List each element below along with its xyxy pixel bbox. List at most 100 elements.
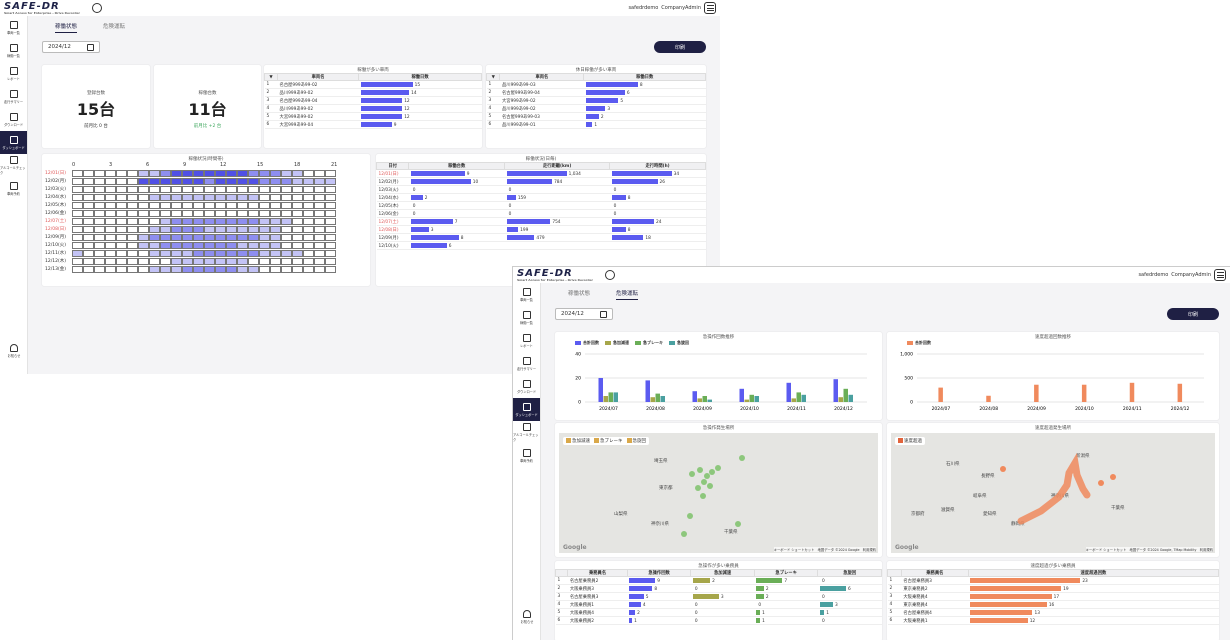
heatmap-cell[interactable] — [204, 169, 215, 177]
heatmap-cell[interactable] — [270, 225, 281, 233]
heatmap-cell[interactable] — [204, 209, 215, 217]
col-header[interactable]: 急加減速 — [690, 569, 755, 577]
bar-0[interactable] — [1177, 383, 1183, 402]
heatmap-cell[interactable] — [138, 217, 149, 225]
heatmap-cell[interactable] — [281, 241, 292, 249]
bar-2[interactable] — [843, 388, 849, 402]
heatmap-cell[interactable] — [259, 265, 270, 273]
heatmap-cell[interactable] — [105, 201, 116, 209]
heatmap-cell[interactable] — [215, 209, 226, 217]
heatmap-cell[interactable] — [270, 169, 281, 177]
heatmap-cell[interactable] — [248, 209, 259, 217]
heatmap-cell[interactable] — [116, 217, 127, 225]
calendar-icon[interactable] — [600, 310, 607, 318]
heatmap-cell[interactable] — [160, 209, 171, 217]
table-row[interactable]: 4 品川999あ99-02 3 — [486, 104, 706, 113]
heatmap-cell[interactable] — [281, 249, 292, 257]
heatmap-cell[interactable] — [94, 217, 105, 225]
heatmap-cell[interactable] — [292, 257, 303, 265]
heatmap-cell[interactable] — [138, 265, 149, 273]
heatmap-cell[interactable] — [160, 169, 171, 177]
heatmap-cell[interactable] — [303, 193, 314, 201]
heatmap-cell[interactable] — [83, 225, 94, 233]
heatmap-cell[interactable] — [116, 209, 127, 217]
bar-3[interactable] — [613, 392, 619, 402]
table-row[interactable]: 12/04(水) 2 159 8 — [376, 193, 706, 202]
table-row[interactable]: 5 大宮999あ99-02 12 — [264, 112, 482, 121]
heatmap-cell[interactable] — [83, 217, 94, 225]
heatmap-cell[interactable] — [292, 185, 303, 193]
bar-0[interactable] — [986, 395, 991, 402]
heatmap-cell[interactable] — [259, 217, 270, 225]
bar-1[interactable] — [697, 398, 703, 402]
heatmap-cell[interactable] — [105, 169, 116, 177]
heatmap-cell[interactable] — [127, 249, 138, 257]
heatmap-cell[interactable] — [160, 177, 171, 185]
heatmap-cell[interactable] — [160, 257, 171, 265]
heatmap-cell[interactable] — [259, 177, 270, 185]
heatmap-cell[interactable] — [204, 265, 215, 273]
heatmap-cell[interactable] — [149, 185, 160, 193]
refresh-icon[interactable] — [92, 3, 102, 13]
bar-0[interactable] — [1034, 384, 1039, 402]
heatmap-cell[interactable] — [325, 177, 336, 185]
heatmap-cell[interactable] — [171, 233, 182, 241]
heatmap-cell[interactable] — [314, 185, 325, 193]
heatmap-cell[interactable] — [182, 201, 193, 209]
heatmap-cell[interactable] — [226, 177, 237, 185]
heatmap-cell[interactable] — [149, 209, 160, 217]
heatmap-cell[interactable] — [83, 169, 94, 177]
calendar-icon[interactable] — [87, 43, 94, 51]
heatmap-cell[interactable] — [204, 241, 215, 249]
heatmap-cell[interactable] — [259, 249, 270, 257]
heatmap-cell[interactable] — [325, 169, 336, 177]
heatmap-cell[interactable] — [215, 225, 226, 233]
bar-1[interactable] — [744, 399, 750, 402]
heatmap-cell[interactable] — [72, 201, 83, 209]
heatmap-cell[interactable] — [138, 233, 149, 241]
bar-0[interactable] — [692, 391, 698, 402]
col-header[interactable]: 走行時間(h) — [609, 162, 706, 170]
col-header[interactable]: 急操作回数 — [626, 569, 692, 577]
heatmap-cell[interactable] — [303, 209, 314, 217]
heatmap-cell[interactable] — [292, 177, 303, 185]
sidebar-item-3[interactable]: 走行サマリー — [513, 352, 540, 375]
heatmap-cell[interactable] — [292, 265, 303, 273]
heatmap-cell[interactable] — [72, 209, 83, 217]
heatmap-cell[interactable] — [94, 201, 105, 209]
heatmap-cell[interactable] — [314, 257, 325, 265]
heatmap-cell[interactable] — [248, 241, 259, 249]
heatmap-cell[interactable] — [237, 177, 248, 185]
heatmap-cell[interactable] — [193, 225, 204, 233]
heatmap-cell[interactable] — [270, 257, 281, 265]
heatmap-cell[interactable] — [116, 249, 127, 257]
heatmap-cell[interactable] — [116, 233, 127, 241]
heatmap-cell[interactable] — [127, 185, 138, 193]
table-row[interactable]: 12/01(日) 9 1,034 34 — [376, 169, 706, 178]
heatmap-cell[interactable] — [193, 217, 204, 225]
print-button[interactable]: 印刷 — [1167, 308, 1219, 320]
heatmap-cell[interactable] — [105, 209, 116, 217]
heatmap-cell[interactable] — [72, 225, 83, 233]
table-row[interactable]: 2 東京乗務員2 19 — [887, 584, 1219, 593]
heatmap-cell[interactable] — [248, 257, 259, 265]
sidebar-item-6[interactable]: アルコールチェック — [513, 421, 540, 444]
heatmap-cell[interactable] — [83, 201, 94, 209]
sidebar-item-2[interactable]: レポート — [0, 62, 27, 85]
heatmap-cell[interactable] — [149, 257, 160, 265]
heatmap-cell[interactable] — [215, 177, 226, 185]
heatmap-cell[interactable] — [215, 193, 226, 201]
bar-3[interactable] — [707, 399, 713, 402]
col-header[interactable]: 乗務員名 — [900, 569, 969, 577]
heatmap-cell[interactable] — [83, 193, 94, 201]
heatmap-cell[interactable] — [72, 249, 83, 257]
heatmap-cell[interactable] — [303, 257, 314, 265]
heatmap-cell[interactable] — [72, 169, 83, 177]
heatmap-cell[interactable] — [314, 225, 325, 233]
heatmap-cell[interactable] — [171, 225, 182, 233]
table-row[interactable]: 6 品川999あ99-01 1 — [486, 120, 706, 129]
heatmap-cell[interactable] — [204, 257, 215, 265]
heatmap-cell[interactable] — [204, 249, 215, 257]
heatmap-cell[interactable] — [259, 201, 270, 209]
bar-0[interactable] — [598, 378, 604, 402]
